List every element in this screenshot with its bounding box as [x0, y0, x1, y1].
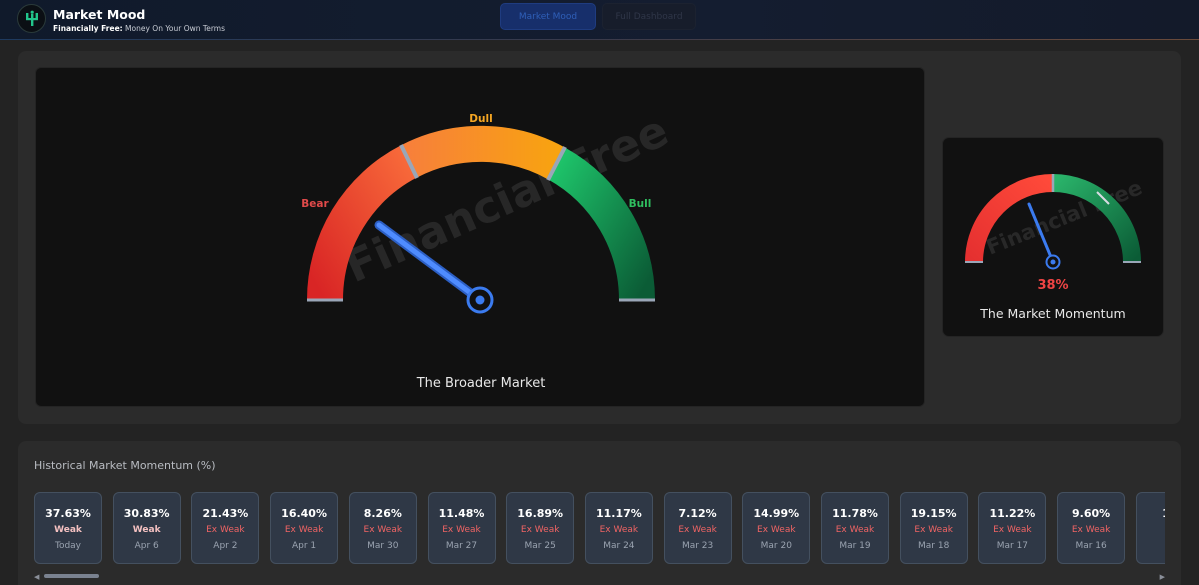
history-card[interactable]: 8.26% Ex Weak Mar 30 [348, 492, 417, 564]
history-card[interactable]: 11.78% Ex Weak Mar 19 [821, 492, 889, 564]
broader-market-title: The Broader Market [416, 376, 546, 391]
history-cards[interactable]: 37.63% Weak Today 30.83% Weak Apr 6 21.43% Ex W… [34, 492, 1165, 564]
bear-dull-separator [399, 144, 419, 179]
history-card-label: Weak [132, 525, 161, 535]
history-card-date: Mar 19 [839, 541, 871, 551]
history-card-date: Apr 6 [134, 541, 159, 551]
history-card-date: Mar 23 [681, 541, 714, 551]
history-card[interactable]: 16.89% Ex Weak Mar 25 [506, 492, 575, 564]
history-card-date: Apr 2 [213, 541, 238, 551]
history-panel: Historical Market Momentum (%) 37.63% Wea… [18, 441, 1181, 585]
history-card-value: 12 [1137, 507, 1165, 520]
history-card-value: 11.17% [595, 507, 642, 520]
history-card-value: 16.40% [281, 507, 327, 520]
history-card[interactable]: 11.17% Ex Weak Mar 24 [584, 492, 653, 564]
history-card-date: Today [54, 541, 82, 551]
history-card-date: Mar 16 [1075, 541, 1107, 551]
broader-market-gauge: Financial Free Bear Dull Bull The Broade… [301, 105, 675, 391]
dull-label: Dull [469, 113, 492, 125]
scroll-thumb[interactable] [44, 574, 99, 578]
history-card-date: Mar 17 [996, 541, 1029, 551]
history-card-date: Mar 18 [918, 541, 950, 551]
history-card-date: Mar 24 [603, 541, 635, 551]
history-card[interactable]: 11.48% Ex Weak Mar 27 [427, 492, 496, 564]
history-card[interactable]: 30.83% Weak Apr 6 [112, 492, 181, 564]
history-card-value: 9.60% [1072, 507, 1111, 520]
history-card[interactable]: 19.15% Ex Weak Mar 18 [899, 492, 968, 564]
history-card-label: Ex Weak [442, 525, 481, 535]
history-card-value: 30.83% [123, 507, 170, 520]
history-card-value: 7.12% [678, 507, 717, 520]
history-card-value: 19.15% [910, 507, 957, 520]
history-card[interactable]: 7.12% Ex Weak Mar 23 [663, 492, 732, 564]
bear-zone-arc [306, 145, 418, 301]
momentum-value: 38% [1037, 278, 1068, 293]
history-card-value: 11.78% [832, 507, 878, 520]
momentum-needle [1027, 202, 1055, 264]
history-card-label: Weak [54, 525, 82, 535]
history-card[interactable]: 11.22% Ex Weak Mar 17 [978, 492, 1047, 564]
history-card-label: Ex Weak [520, 525, 560, 535]
history-card-label: Ex Weak [1071, 525, 1111, 535]
history-card-date: Apr 1 [292, 541, 317, 551]
history-card-label: Ex Weak [835, 525, 875, 535]
history-card-value: 37.63% [45, 507, 91, 520]
history-card-value: 8.26% [363, 507, 402, 520]
app-subtitle: Financially Free: Money On Your Own Term… [53, 24, 225, 33]
momentum-green-arc [1052, 174, 1141, 263]
app-title: Market Mood [53, 7, 146, 22]
scroll-left-arrow-icon[interactable]: ◀ [34, 573, 40, 581]
scroll-right-arrow-icon[interactable]: ▶ [1159, 573, 1165, 581]
bull-zone-arc [547, 147, 655, 301]
history-card[interactable]: 12 EM [1135, 492, 1165, 564]
tab-full-dashboard[interactable]: Full Dashboard [602, 3, 696, 30]
history-card-label: Ex Weak [363, 525, 403, 535]
momentum-title: The Market Momentum [979, 306, 1125, 321]
app-subtitle-bold: Financially Free: [53, 24, 123, 33]
history-card[interactable]: 16.40% Ex Weak Apr 1 [270, 492, 339, 564]
history-scrollbar[interactable]: ◀ ▶ [34, 573, 1165, 581]
bear-label: Bear [301, 198, 329, 210]
history-card[interactable]: 9.60% Ex Weak Mar 16 [1057, 492, 1126, 564]
momentum-gauge: Financial Free 38% The Market Momentum [965, 174, 1146, 321]
history-card-label: E [1137, 525, 1165, 535]
dull-zone-arc [401, 125, 566, 180]
history-card-date: M [1137, 541, 1165, 551]
history-card-date: Mar 20 [760, 541, 792, 551]
history-card-value: 11.48% [438, 507, 485, 520]
history-card-value: 21.43% [202, 507, 249, 520]
tab-market-mood[interactable]: Market Mood [500, 3, 596, 30]
history-card[interactable]: 21.43% Ex Weak Apr 2 [191, 492, 260, 564]
history-card-label: Ex Weak [678, 525, 717, 535]
market-momentum-card: Financial Free 38% The Market Momentum [942, 137, 1164, 337]
logo-icon[interactable] [17, 4, 46, 33]
history-card-date: Mar 25 [524, 541, 556, 551]
dull-bull-separator [546, 146, 567, 181]
app-subtitle-rest: Money On Your Own Terms [122, 24, 226, 33]
history-card-label: Ex Weak [757, 525, 796, 535]
broader-market-card: Financial Free Bear Dull Bull The Broade… [35, 67, 925, 407]
history-title: Historical Market Momentum (%) [34, 459, 216, 472]
history-card-value: 11.22% [989, 507, 1036, 520]
history-card-value: 14.99% [753, 507, 800, 520]
history-card[interactable]: 37.63% Weak Today [34, 492, 102, 564]
history-card[interactable]: 14.99% Ex Weak Mar 20 [742, 492, 811, 564]
history-card-label: Ex Weak [993, 525, 1032, 535]
bull-label: Bull [629, 198, 652, 210]
top-bar: Market Mood Financially Free: Money On Y… [0, 0, 1199, 40]
history-card-label: Ex Weak [206, 525, 245, 535]
history-card-date: Mar 30 [367, 541, 399, 551]
history-card-date: Mar 27 [445, 541, 478, 551]
history-card-label: Ex Weak [284, 525, 324, 535]
history-card-value: 16.89% [517, 507, 564, 520]
history-card-label: Ex Weak [599, 525, 639, 535]
history-card-label: Ex Weak [914, 525, 953, 535]
momentum-red-arc [965, 174, 1054, 263]
